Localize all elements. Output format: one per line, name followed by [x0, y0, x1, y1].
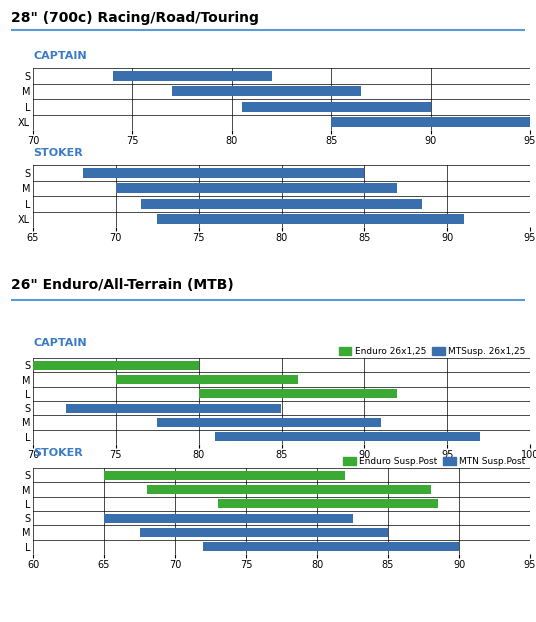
Text: 28" (700c) Racing/Road/Touring: 28" (700c) Racing/Road/Touring	[11, 11, 258, 26]
Text: STOKER: STOKER	[33, 147, 83, 157]
Bar	[242, 102, 430, 112]
Legend: Enduro Susp.Post, MTN Susp.Post: Enduro Susp.Post, MTN Susp.Post	[343, 457, 525, 466]
Bar	[140, 198, 422, 209]
Text: CAPTAIN: CAPTAIN	[33, 50, 87, 60]
Bar	[199, 389, 398, 399]
Bar	[66, 404, 281, 413]
Bar	[203, 542, 459, 552]
Bar	[33, 361, 199, 370]
Text: CAPTAIN: CAPTAIN	[33, 338, 87, 348]
Bar	[157, 214, 464, 225]
Bar	[104, 514, 353, 523]
Bar	[147, 485, 430, 494]
Bar	[157, 418, 381, 427]
Bar	[116, 183, 398, 193]
Bar	[331, 117, 530, 128]
Bar	[113, 71, 272, 81]
Bar	[139, 528, 388, 537]
Legend: Enduro 26x1,25, MTSusp. 26x1,25: Enduro 26x1,25, MTSusp. 26x1,25	[339, 347, 525, 356]
Text: STOKER: STOKER	[33, 448, 83, 458]
Bar	[172, 86, 361, 96]
Bar	[218, 499, 438, 509]
Bar	[104, 470, 345, 480]
Bar	[116, 375, 298, 384]
Text: 26" Enduro/All-Terrain (MTB): 26" Enduro/All-Terrain (MTB)	[11, 278, 234, 292]
Bar	[215, 432, 480, 442]
Bar	[83, 168, 364, 178]
